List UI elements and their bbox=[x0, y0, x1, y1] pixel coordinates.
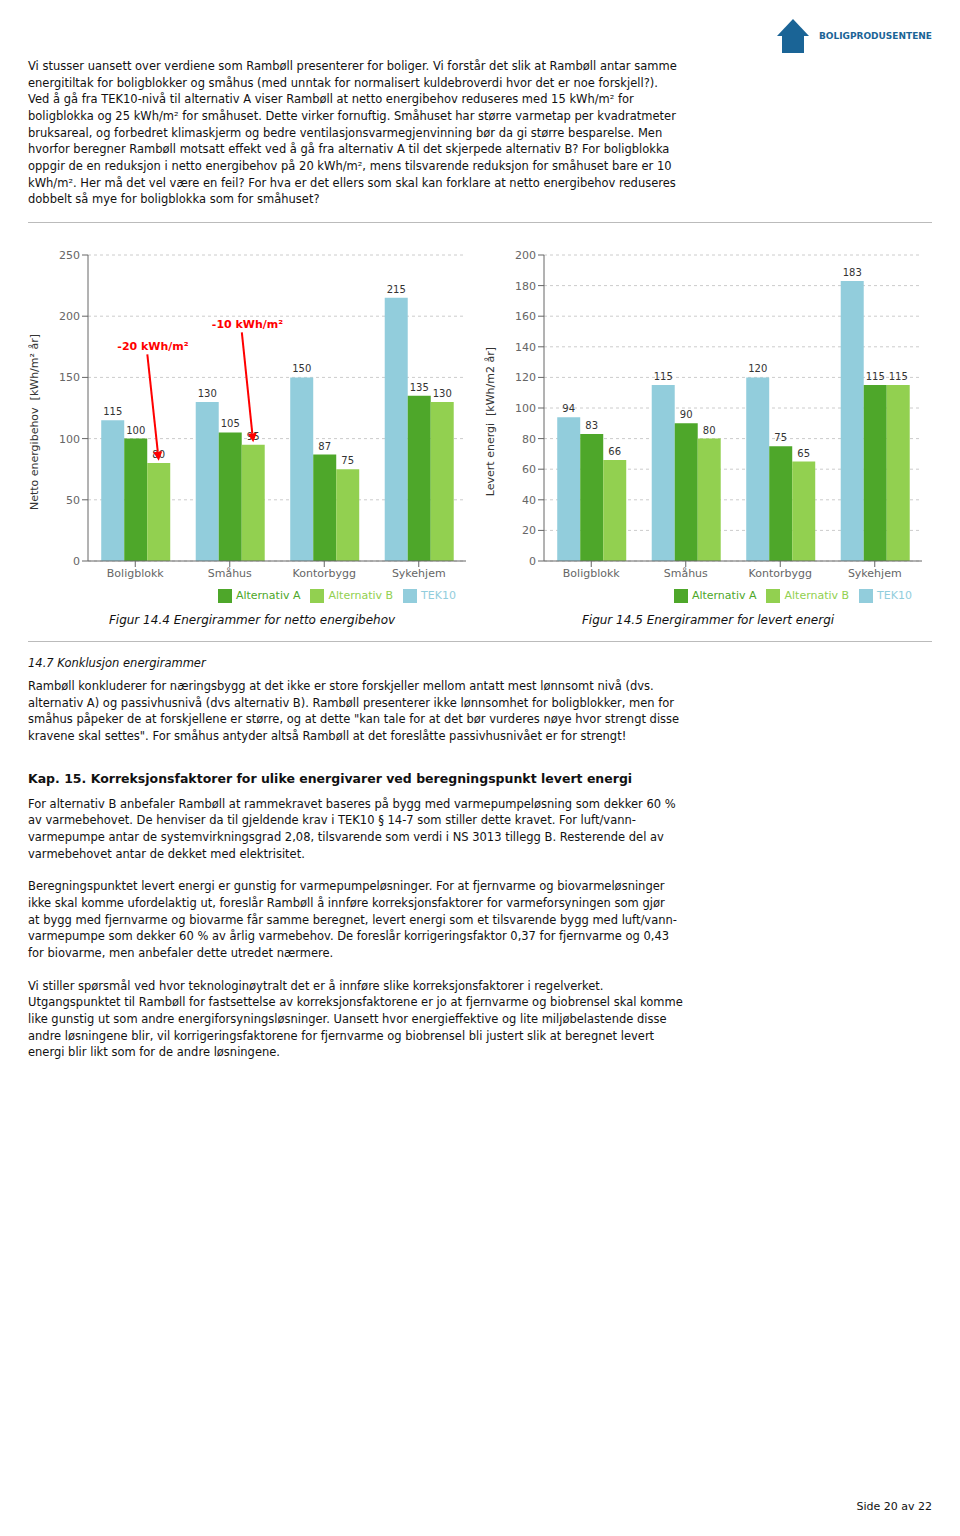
html-text:Alternativ A: Alternativ A bbox=[235, 589, 301, 602]
html-text:alternativ A) og passivhusnivå: alternativ A) og passivhusnivå (dvs alte… bbox=[28, 695, 675, 710]
svg-text:95: 95 bbox=[247, 431, 260, 442]
html-text:Levert energi [kWh/m2 år]: Levert energi [kWh/m2 år] bbox=[484, 347, 497, 497]
html-text:varmepumpe antar de systemvirk: varmepumpe antar de systemvirkningsgrad … bbox=[28, 830, 664, 845]
svg-text:160: 160 bbox=[515, 310, 536, 323]
svg-text:135: 135 bbox=[410, 382, 429, 393]
html-text:energi blir likt som for de an: energi blir likt som for de andre løsnin… bbox=[28, 1045, 280, 1060]
svg-text:-10 kWh/m²: -10 kWh/m² bbox=[212, 318, 283, 331]
svg-text:140: 140 bbox=[515, 341, 536, 354]
svg-text:130: 130 bbox=[433, 388, 452, 399]
svg-text:80: 80 bbox=[152, 449, 165, 460]
html-text:Ved å gå fra TEK10-nivå til al: Ved å gå fra TEK10-nivå til alternativ A… bbox=[28, 92, 634, 107]
html-text:for biovarme, men anbefaler de: for biovarme, men anbefaler dette utrede… bbox=[28, 946, 334, 961]
svg-text:80: 80 bbox=[522, 433, 536, 446]
svg-text:40: 40 bbox=[522, 494, 536, 507]
html-text:bruksareal, og forbedret klima: bruksareal, og forbedret klimaskjerm og … bbox=[28, 125, 663, 140]
svg-text:Sykehjem: Sykehjem bbox=[848, 567, 902, 580]
html-text:TEK10: TEK10 bbox=[877, 589, 912, 602]
svg-text:115: 115 bbox=[654, 371, 673, 382]
html-text:Vi stusser uansett over verdie: Vi stusser uansett over verdiene som Ram… bbox=[28, 59, 677, 73]
svg-text:Kontorbygg: Kontorbygg bbox=[749, 567, 812, 580]
html-text:Kap. 15. Korreksjonsfaktorer f: Kap. 15. Korreksjonsfaktorer for ulike e… bbox=[28, 770, 633, 786]
html-text:av varmebehovet. De henviser d: av varmebehovet. De henviser da til gjel… bbox=[28, 813, 636, 828]
svg-text:75: 75 bbox=[774, 432, 787, 443]
html-text:Netto energibehov [kWh/m² år]: Netto energibehov [kWh/m² år] bbox=[28, 334, 41, 511]
html-text:dobbelt så mye for boligblokka: dobbelt så mye for boligblokka som for s… bbox=[28, 192, 320, 207]
html-text:Utgangspunktet til Rambøll for: Utgangspunktet til Rambøll for fastsette… bbox=[28, 995, 683, 1010]
html-text:Figur 14.4 Energirammer for ne: Figur 14.4 Energirammer for netto energi… bbox=[108, 613, 396, 627]
html-text:Side 20 av 22: Side 20 av 22 bbox=[856, 1500, 932, 1513]
html-text:Rambøll konkluderer for næring: Rambøll konkluderer for næringsbygg at d… bbox=[28, 679, 654, 693]
html-text:boligblokka og 25 kWh/m² for s: boligblokka og 25 kWh/m² for småhuset. D… bbox=[28, 109, 676, 123]
svg-text:Sykehjem: Sykehjem bbox=[392, 567, 446, 580]
html-text:Figur 14.5 Energirammer for le: Figur 14.5 Energirammer for levert energ… bbox=[581, 613, 835, 627]
svg-text:215: 215 bbox=[387, 284, 406, 295]
svg-text:100: 100 bbox=[515, 402, 536, 415]
svg-text:100: 100 bbox=[59, 433, 80, 446]
svg-text:100: 100 bbox=[126, 425, 145, 436]
svg-text:65: 65 bbox=[797, 448, 810, 459]
svg-text:105: 105 bbox=[221, 419, 240, 430]
svg-text:130: 130 bbox=[198, 388, 217, 399]
html-text:TEK10: TEK10 bbox=[421, 589, 456, 602]
svg-text:20: 20 bbox=[522, 524, 536, 537]
svg-text:90: 90 bbox=[680, 409, 693, 420]
html-text:andre løsningene blir, vil kor: andre løsningene blir, vil korrigeringsf… bbox=[28, 1028, 655, 1043]
html-text:Beregningspunktet levert energ: Beregningspunktet levert energi er gunst… bbox=[28, 879, 665, 894]
html-text:varmebehovet antar de dekket m: varmebehovet antar de dekket med elektri… bbox=[28, 846, 305, 861]
html-text:Alternativ A: Alternativ A bbox=[691, 589, 757, 602]
svg-text:Kontorbygg: Kontorbygg bbox=[293, 567, 356, 580]
svg-text:Boligblokk: Boligblokk bbox=[563, 567, 621, 580]
svg-text:115: 115 bbox=[889, 371, 908, 382]
html-text:For alternativ B anbefaler Ram: For alternativ B anbefaler Rambøll at ra… bbox=[28, 796, 676, 811]
svg-text:-20 kWh/m²: -20 kWh/m² bbox=[117, 341, 188, 354]
svg-text:60: 60 bbox=[522, 463, 536, 476]
html-text:at bygg med fjernvarme og biov: at bygg med fjernvarme og biovarme får s… bbox=[28, 912, 677, 927]
html-text:varmepumpe som dekker 60 % av: varmepumpe som dekker 60 % av årlig varm… bbox=[28, 929, 670, 944]
html-text:kWh/m². Her må det vel være en: kWh/m². Her må det vel være en feil? For… bbox=[28, 175, 676, 190]
svg-text:50: 50 bbox=[66, 494, 80, 507]
svg-text:120: 120 bbox=[748, 363, 767, 374]
html-text:energitiltak for boligblokker: energitiltak for boligblokker og småhus … bbox=[28, 75, 658, 90]
svg-text:Småhus: Småhus bbox=[208, 567, 252, 580]
svg-text:87: 87 bbox=[318, 441, 331, 452]
svg-text:0: 0 bbox=[73, 555, 80, 568]
svg-text:Boligblokk: Boligblokk bbox=[107, 567, 165, 580]
svg-text:66: 66 bbox=[608, 446, 621, 457]
svg-text:83: 83 bbox=[585, 420, 598, 431]
svg-text:115: 115 bbox=[866, 371, 885, 382]
svg-text:75: 75 bbox=[341, 455, 354, 466]
svg-text:80: 80 bbox=[703, 425, 716, 436]
svg-text:180: 180 bbox=[515, 280, 536, 293]
html-text:Alternativ B: Alternativ B bbox=[784, 589, 850, 602]
html-text:BOLIGPRODUSENTENE: BOLIGPRODUSENTENE bbox=[818, 31, 932, 41]
svg-text:115: 115 bbox=[103, 406, 122, 417]
html-text:småhus påpeker de at forskjell: småhus påpeker de at forskjellene er stø… bbox=[28, 712, 680, 727]
svg-text:0: 0 bbox=[529, 555, 536, 568]
svg-text:200: 200 bbox=[59, 310, 80, 323]
html-text:oppgir de en reduksjon i netto: oppgir de en reduksjon i netto energibeh… bbox=[28, 159, 672, 173]
svg-text:250: 250 bbox=[59, 249, 80, 262]
svg-text:200: 200 bbox=[515, 249, 536, 262]
svg-text:Småhus: Småhus bbox=[664, 567, 708, 580]
html-text:Vi stiller spørsmål ved hvor t: Vi stiller spørsmål ved hvor teknologinø… bbox=[28, 978, 604, 993]
html-text:Alternativ B: Alternativ B bbox=[328, 589, 394, 602]
svg-text:183: 183 bbox=[843, 267, 862, 278]
svg-text:94: 94 bbox=[562, 403, 575, 414]
svg-text:150: 150 bbox=[292, 363, 311, 374]
svg-text:120: 120 bbox=[515, 371, 536, 384]
svg-text:150: 150 bbox=[59, 371, 80, 384]
html-text:hvorfor beregner Rambøll motsa: hvorfor beregner Rambøll motsatt effekt … bbox=[28, 142, 670, 157]
html-text:like gunstig ut som andre ener: like gunstig ut som andre energiforsynin… bbox=[28, 1012, 667, 1027]
html-text:ikke skal komme ufordelaktig u: ikke skal komme ufordelaktig ut, foreslå… bbox=[28, 896, 665, 911]
html-text:kravene skal settes". For småh: kravene skal settes". For småhus antyder… bbox=[28, 729, 627, 744]
html-text:14.7 Konklusjon energirammer: 14.7 Konklusjon energirammer bbox=[28, 656, 206, 670]
